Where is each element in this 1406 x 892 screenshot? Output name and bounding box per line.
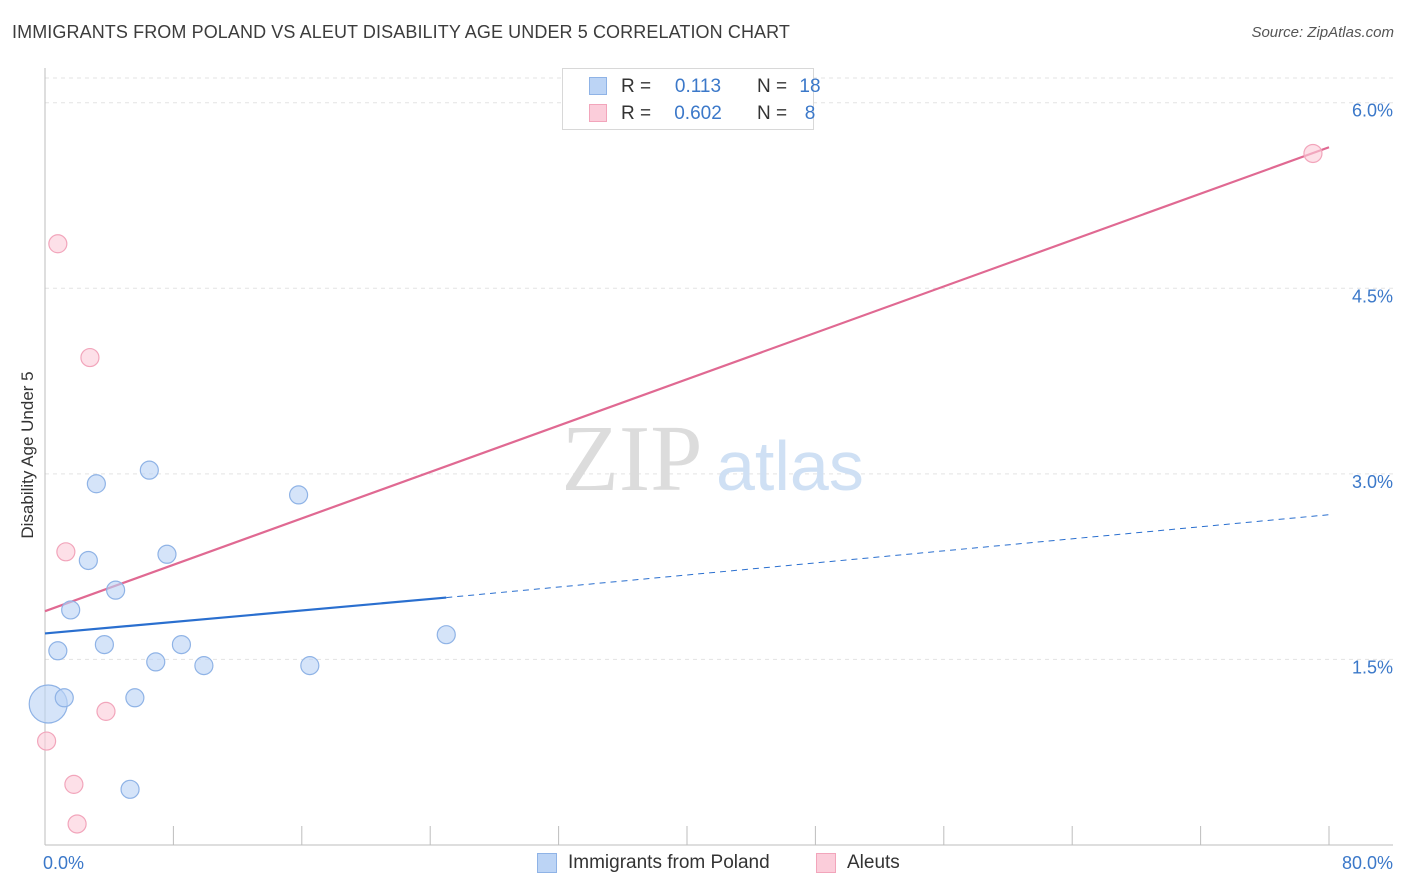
x-tick-label: 0.0% — [43, 853, 84, 873]
aleuts-point — [56, 542, 76, 562]
poland-point — [125, 688, 145, 708]
aleuts-point — [1303, 143, 1323, 164]
poland-point — [78, 550, 98, 571]
chart-title: IMMIGRANTS FROM POLAND VS ALEUT DISABILI… — [12, 22, 791, 42]
bottom-legend-swatch-blue — [537, 853, 557, 873]
aleuts-point — [64, 774, 84, 794]
poland-trend-line — [44, 596, 447, 635]
poland-trend-line-extrapolated — [446, 514, 1330, 599]
legend-n-value: 8 — [804, 103, 816, 124]
legend-r-label: R = — [621, 103, 652, 124]
y-tick-label: 3.0% — [1352, 472, 1393, 492]
poland-point — [61, 600, 81, 620]
data-points — [28, 143, 1323, 834]
aleuts-trend-line — [44, 146, 1330, 613]
watermark-zip: ZIP — [562, 407, 703, 511]
poland-point — [288, 485, 309, 505]
poland-point — [171, 634, 192, 655]
poland-point — [139, 460, 159, 480]
legend-r-value: 0.113 — [674, 76, 722, 97]
y-tick-label: 6.0% — [1352, 101, 1393, 121]
legend-n-label: N = — [757, 103, 788, 124]
poland-point — [194, 656, 214, 676]
legend-r-label: R = — [621, 76, 652, 97]
bottom-legend-swatch-pink — [816, 853, 836, 873]
poland-point — [157, 544, 177, 564]
legend-n-value: 18 — [799, 76, 821, 97]
y-tick-label: 1.5% — [1352, 657, 1393, 677]
poland-point — [120, 779, 140, 799]
watermark-atlas: atlas — [716, 427, 864, 505]
source-label: Source: ZipAtlas.com — [1251, 24, 1394, 41]
aleuts-point — [80, 347, 100, 368]
trend-lines — [44, 146, 1330, 635]
bottom-legend-label: Immigrants from Poland — [568, 852, 770, 873]
aleuts-point — [48, 234, 68, 254]
poland-point — [54, 688, 74, 708]
poland-point — [106, 580, 126, 600]
aleuts-point — [37, 731, 57, 751]
zipatlas-watermark: ZIP atlas — [562, 407, 864, 511]
correlation-legend: R = 0.113 N = 18 R = 0.602 N = 8 — [562, 68, 821, 130]
x-tick-label: 80.0% — [1342, 853, 1393, 873]
aleuts-point — [67, 814, 87, 834]
y-tick-label: 4.5% — [1352, 286, 1393, 306]
bottom-legend-label: Aleuts — [847, 852, 900, 873]
poland-point — [86, 474, 106, 494]
tick-labels: 1.5% 3.0% 4.5% 6.0% 0.0% 80.0% — [43, 101, 1393, 873]
legend-swatch-pink — [589, 104, 607, 122]
y-axis-label: Disability Age Under 5 — [18, 371, 37, 538]
poland-point — [300, 656, 320, 676]
legend-r-value: 0.602 — [674, 103, 722, 124]
aleuts-point — [96, 701, 116, 721]
poland-point — [146, 652, 166, 672]
legend-swatch-blue — [589, 77, 607, 95]
poland-point — [48, 641, 68, 661]
poland-point — [436, 625, 456, 645]
legend-n-label: N = — [757, 76, 788, 97]
poland-point — [94, 634, 114, 655]
